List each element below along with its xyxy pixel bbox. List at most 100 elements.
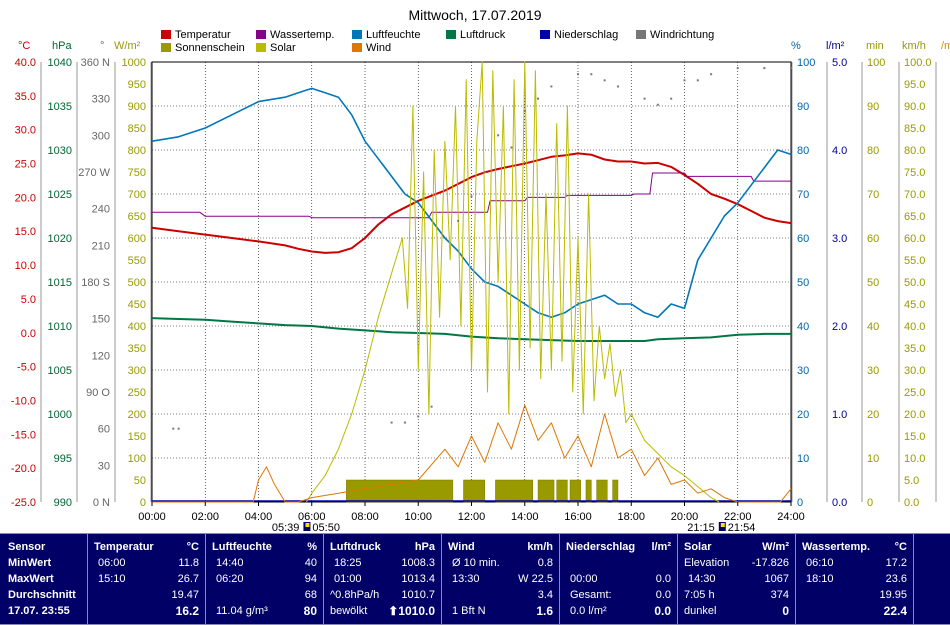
wind-max-value: W 22.5 [518, 573, 553, 585]
hum-current: 80 [303, 604, 317, 618]
sunshine-bar [556, 479, 568, 503]
axis-tick-wind: 40.0 [904, 321, 925, 333]
axis-tick-wind: 65.0 [904, 211, 925, 223]
x-tick-label: 12:00 [458, 511, 486, 523]
wind-direction-point [736, 67, 739, 70]
axis-unit-wind: km/h [902, 40, 926, 52]
hum-max-value: 94 [304, 573, 317, 585]
wind-direction-point [603, 79, 606, 82]
axis-tick-press: 995 [54, 453, 72, 465]
axis-tick-sun: 100 [867, 57, 885, 69]
x-tick-label: 04:00 [245, 511, 273, 523]
wind-direction-point [683, 79, 686, 82]
press-avg: 1010.7 [401, 589, 435, 601]
axis-unit-temp: °C [18, 40, 30, 52]
axis-tick-wind: 70.0 [904, 189, 925, 201]
wind-direction-point [670, 97, 673, 100]
info-col-rain: Niederschlag l/m² 00:00 0.0 Gesamt: 0.0 … [560, 533, 678, 625]
solar-unit: W/m² [762, 541, 789, 553]
sunshine-bar [537, 479, 555, 503]
axis-tick-wind: 0.0 [904, 497, 919, 509]
sunrise-civil-label: 05:50 [312, 522, 340, 533]
press-header: Luftdruck [330, 541, 381, 553]
legend-label: Niederschlag [554, 29, 618, 41]
solar-condition: dunkel [684, 605, 717, 617]
axis-tick-solar: 450 [128, 299, 146, 311]
legend-label: Luftfeuchte [366, 29, 420, 41]
axis-tick-sun: 80 [867, 145, 879, 157]
axis-tick-wind: 15.0 [904, 431, 925, 443]
x-tick-label: 20:00 [671, 511, 699, 523]
legend-label: Solar [270, 42, 296, 54]
solar-max-time: 14:30 [688, 573, 716, 585]
water-current: 22.4 [883, 604, 907, 618]
x-tick-label: 14:00 [511, 511, 539, 523]
axis-tick-hum: 60 [797, 233, 809, 245]
axis-tick-wind: 100.0 [904, 57, 932, 69]
axis-tick-solar: 250 [128, 387, 146, 399]
axis-tick-wind: 35.0 [904, 343, 925, 355]
legend-swatch [352, 30, 362, 39]
axis-tick-temp: 30.0 [15, 125, 36, 137]
axis-tick-temp: -15.0 [11, 429, 36, 441]
wind-direction-point [470, 195, 473, 198]
axis-tick-temp: 0.0 [21, 328, 36, 340]
axis-tick-hum: 80 [797, 145, 809, 157]
axis-tick-solar: 350 [128, 343, 146, 355]
axis-tick-sun: 0 [867, 497, 873, 509]
sunrise-label: 05:39 [272, 522, 300, 533]
solar-elevation-value: -17.826 [751, 557, 789, 569]
axis-tick-wind: 20.0 [904, 409, 925, 421]
axis-tick-sun: 50 [867, 277, 879, 289]
x-tick-label: 08:00 [351, 511, 379, 523]
wind-direction-point [577, 73, 579, 76]
axis-tick-rain: 3.0 [832, 233, 847, 245]
series [151, 61, 792, 503]
axis-tick-temp: 25.0 [15, 159, 36, 171]
x-tick-label: 00:00 [138, 511, 166, 523]
legend-swatch [256, 43, 266, 52]
wind-direction-point [590, 73, 593, 76]
series-line-wind [152, 404, 792, 503]
axis-unit-dir: ° [100, 40, 104, 52]
rain-current: 0.0 [654, 604, 671, 618]
wind-direction-point [696, 79, 699, 82]
wind-direction-point [457, 219, 460, 222]
axis-tick-press: 1040 [48, 57, 72, 69]
temp-max-time: 15:10 [98, 573, 126, 585]
axis-tick-solar: 650 [128, 211, 146, 223]
axis-tick-hum: 50 [797, 277, 809, 289]
wind-avg10-value: 0.8 [537, 557, 553, 569]
wind-avg: 3.4 [537, 589, 553, 601]
wind-direction-point [497, 134, 500, 137]
temp-max-value: 26.7 [177, 573, 199, 585]
hum-min-time: 14:40 [216, 557, 244, 569]
solar-header: Solar [684, 541, 712, 553]
series-line-solar [305, 61, 720, 503]
axis-tick-dir: 90 O [86, 387, 110, 399]
axis-tick-temp: 40.0 [15, 57, 36, 69]
axis-unit-solar: W/m² [114, 40, 141, 52]
press-max-time: 01:00 [334, 573, 362, 585]
axis-tick-press: 1025 [48, 189, 72, 201]
info-col-watertemp: Wassertemp. °C 06:10 17.2 18:10 23.6 19.… [796, 533, 914, 625]
axis-tick-press: 1020 [48, 233, 72, 245]
axis-tick-solar: 800 [128, 145, 146, 157]
wind-direction-point [510, 146, 513, 149]
legend-label: Wind [366, 42, 391, 54]
legend-swatch [161, 30, 171, 39]
info-col-temp: Temperatur °C 06:00 11.8 15:10 26.7 19.4… [88, 533, 206, 625]
axis-tick-wind: 90.0 [904, 101, 925, 113]
axis-tick-hum: 30 [797, 365, 809, 377]
axis-tick-solar: 1000 [122, 57, 146, 69]
axis-tick-sun: 90 [867, 101, 879, 113]
axis-unit-extra: /m [941, 40, 950, 52]
legend-label: Temperatur [175, 29, 231, 41]
axis-tick-dir: 330 [92, 94, 110, 106]
axis-unit-sun: min [866, 40, 884, 52]
sunshine-bar [585, 479, 592, 503]
axis-tick-solar: 400 [128, 321, 146, 333]
rain-unit: l/m² [651, 541, 671, 553]
avg-label: Durchschnitt [8, 589, 76, 601]
sunshine-bar [495, 479, 533, 503]
